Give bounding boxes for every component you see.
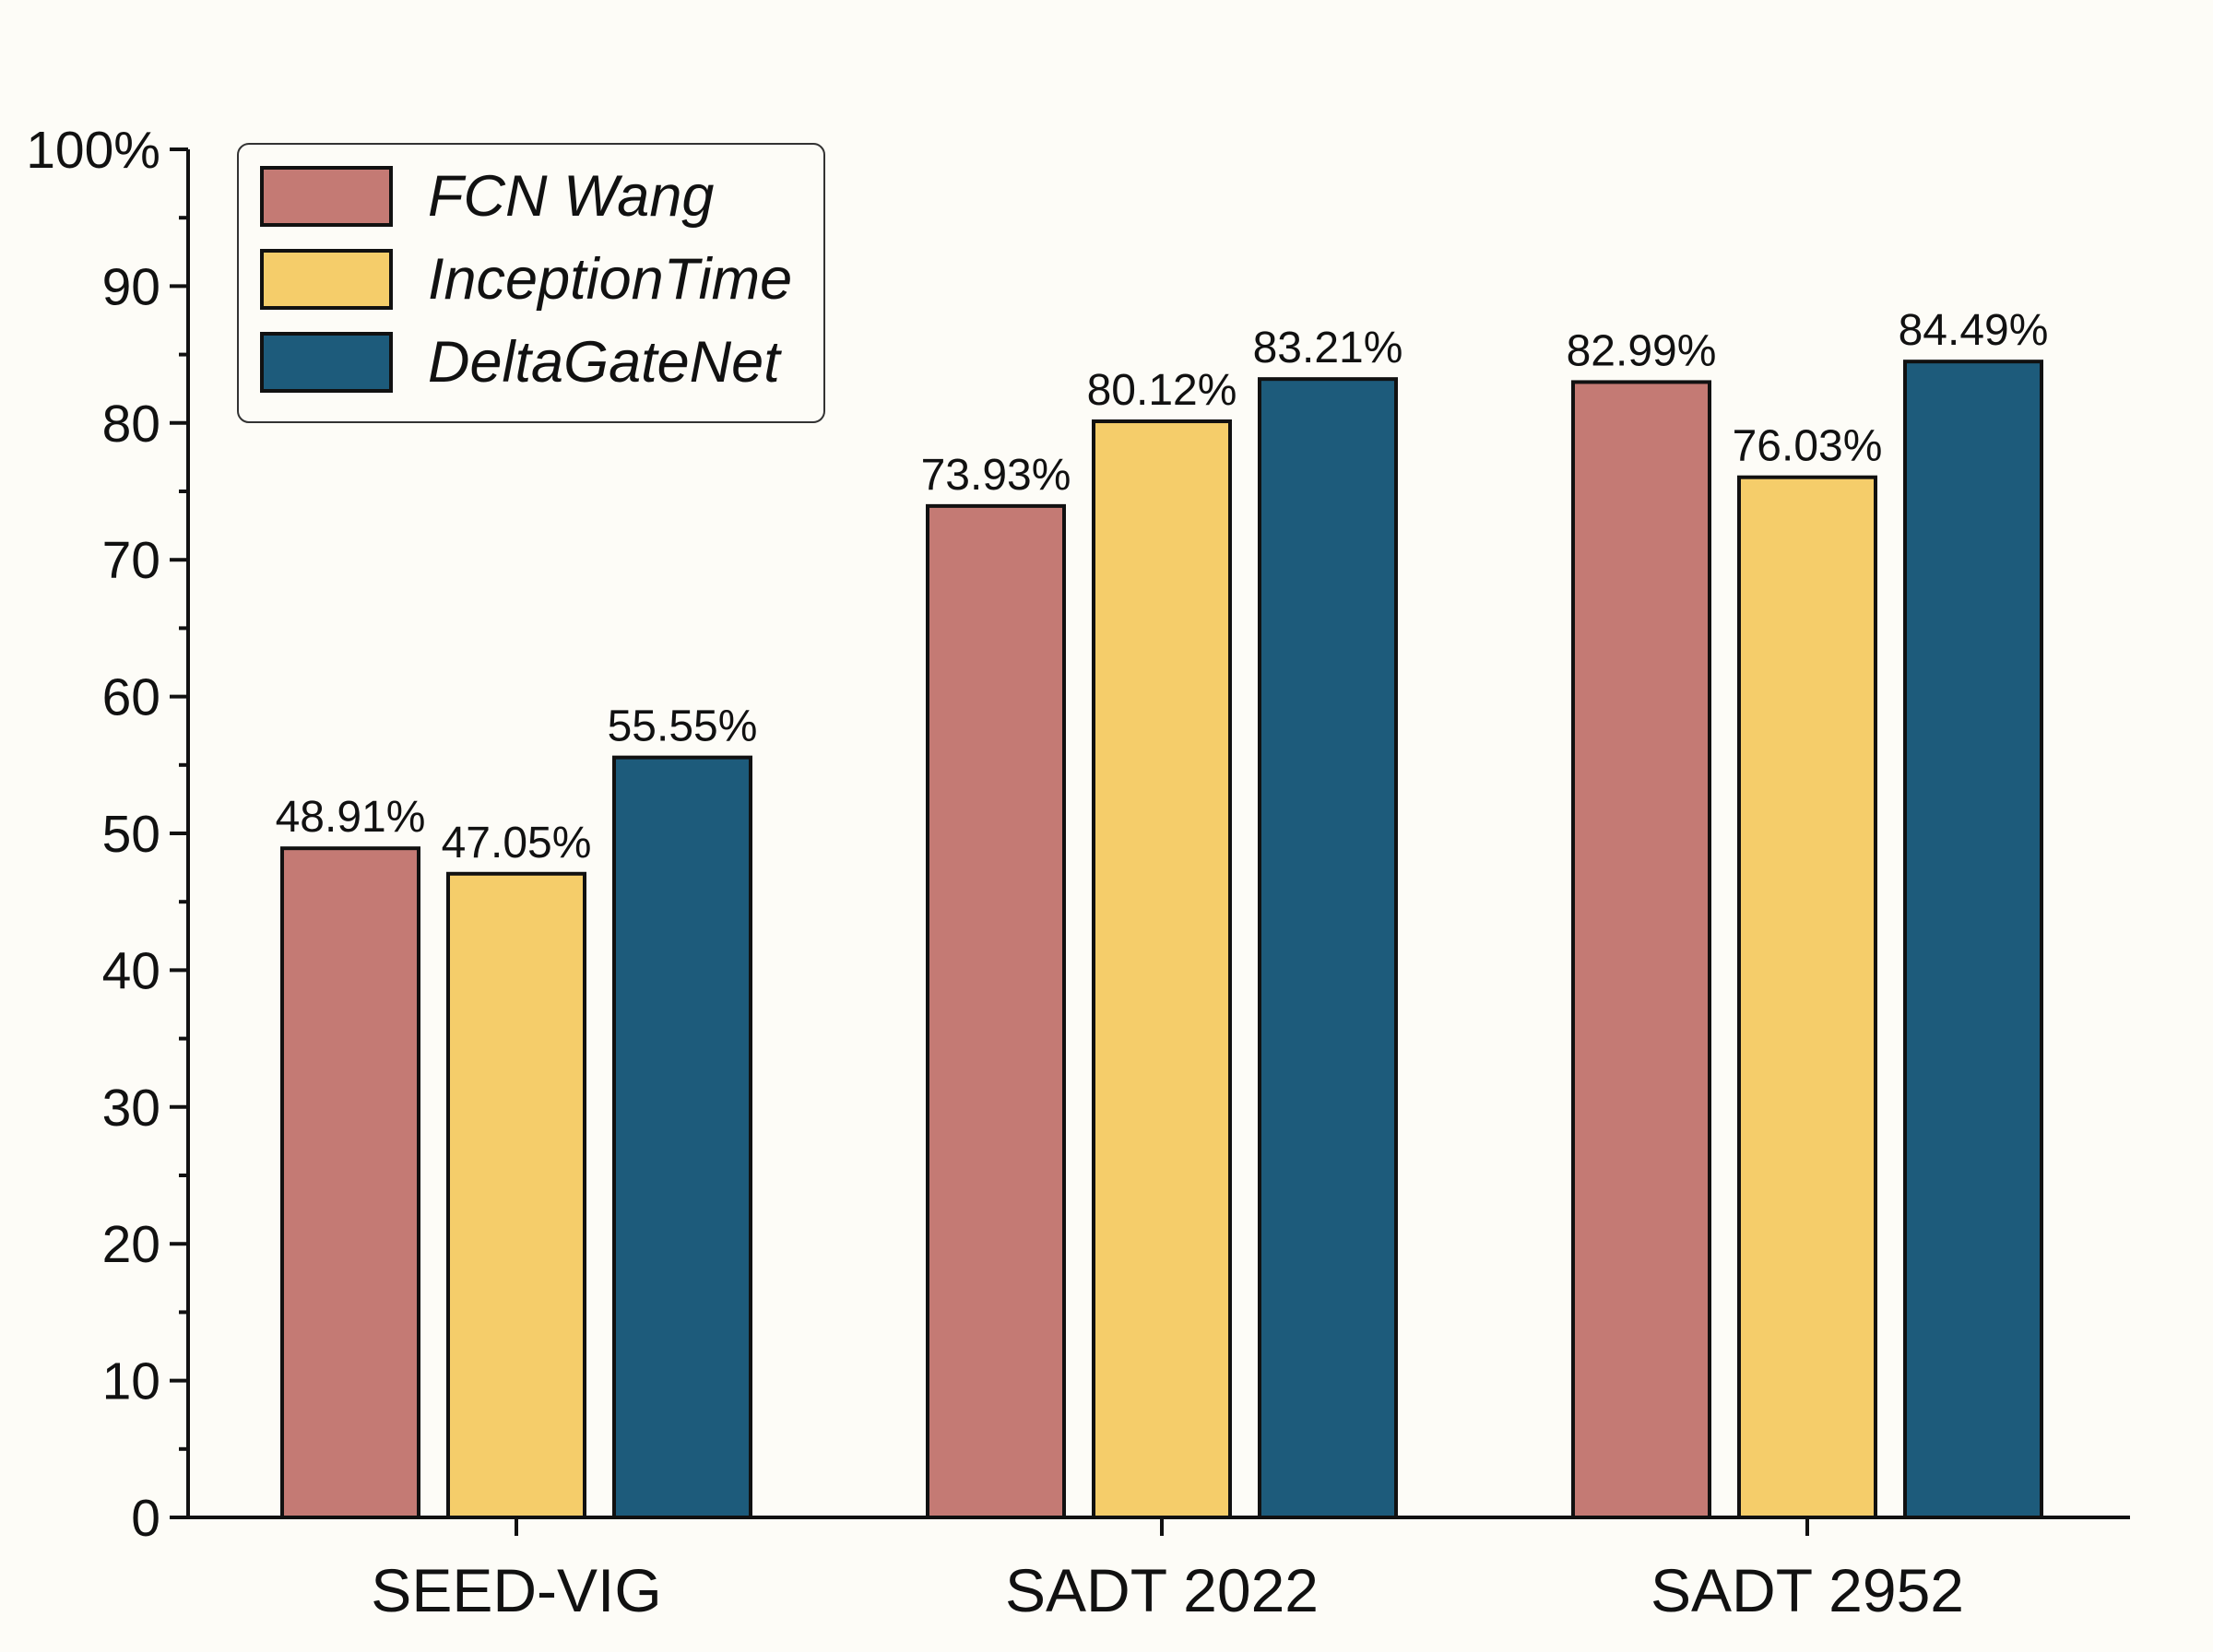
- y-tick-label: 50: [102, 805, 160, 864]
- y-tick-label: 70: [102, 531, 160, 590]
- y-tick-label: 40: [102, 941, 160, 1000]
- bar-value-label: 84.49%: [1899, 306, 2049, 355]
- x-category-label: SADT 2952: [1651, 1556, 1964, 1624]
- bar-fcn-wang-sadt-2022: [926, 503, 1066, 1519]
- bar-deltagatenet-sadt-2022: [1258, 377, 1398, 1520]
- bar-value-label: 76.03%: [1733, 422, 1883, 471]
- legend-label: DeltaGateNet: [428, 330, 782, 395]
- y-tick-label: 100%: [26, 121, 160, 180]
- bar-value-label: 48.91%: [276, 793, 426, 842]
- bar-deltagatenet-sadt-2952: [1903, 360, 2043, 1519]
- bar-fcn-wang-sadt-2952: [1571, 380, 1711, 1520]
- bar-inceptiontime-seed-vig: [446, 871, 586, 1519]
- y-tick-label: 0: [131, 1489, 160, 1548]
- bar-deltagatenet-seed-vig: [612, 755, 752, 1519]
- legend-label: FCN Wang: [428, 164, 714, 229]
- y-tick-label: 10: [102, 1352, 160, 1411]
- x-category-label: SEED-VIG: [371, 1556, 661, 1624]
- bar-value-label: 55.55%: [608, 702, 758, 751]
- bar-value-label: 73.93%: [921, 451, 1071, 500]
- y-tick-label: 60: [102, 668, 160, 727]
- y-tick-label: 20: [102, 1215, 160, 1274]
- y-tick-label: 80: [102, 395, 160, 454]
- bar-value-label: 47.05%: [442, 819, 592, 867]
- bar-labels-layer: 48.91% 73.93% 82.99% 47.05% 80.12% 76.03% 55.5…: [276, 306, 2049, 867]
- legend-swatch: [260, 332, 393, 393]
- bars-layer: [280, 360, 2043, 1520]
- legend-swatch: [260, 166, 393, 227]
- y-tick-label: 30: [102, 1079, 160, 1138]
- bar-value-label: 82.99%: [1567, 326, 1717, 375]
- x-category-label: SADT 2022: [1005, 1556, 1319, 1624]
- bar-inceptiontime-sadt-2022: [1092, 419, 1232, 1520]
- legend-swatch: [260, 249, 393, 310]
- legend: FCN Wang InceptionTime DeltaGateNet: [237, 143, 825, 423]
- bar-value-label: 80.12%: [1087, 366, 1237, 415]
- axes-layer: 0 10 20 30 40 50 60 70 80 90 100% SEED-VIG SADT 2022…: [26, 121, 2130, 1624]
- y-tick-label: 90: [102, 257, 160, 316]
- legend-label: InceptionTime: [428, 247, 792, 312]
- bar-inceptiontime-sadt-2952: [1737, 475, 1877, 1519]
- bar-value-label: 83.21%: [1253, 324, 1403, 372]
- bar-fcn-wang-seed-vig: [280, 846, 420, 1519]
